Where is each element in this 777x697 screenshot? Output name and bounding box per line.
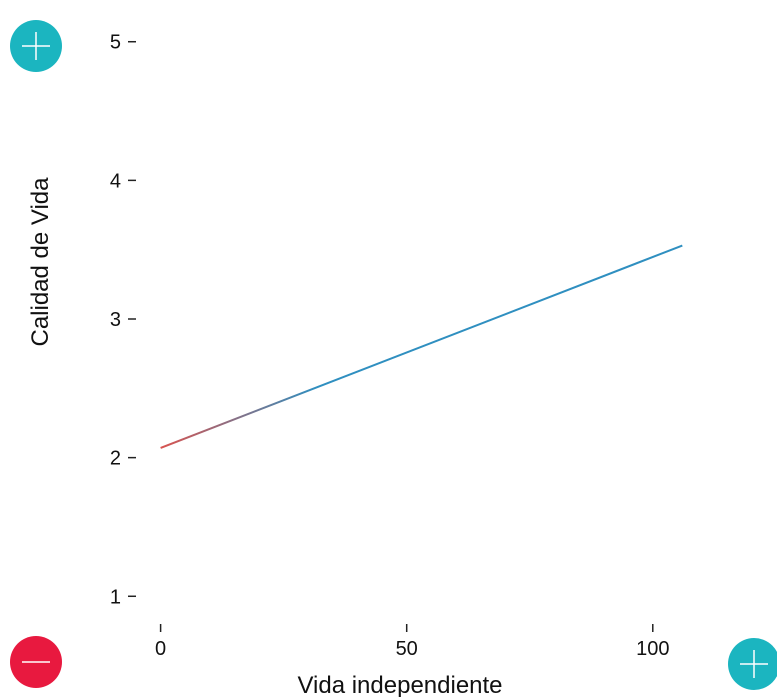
series-line bbox=[160, 244, 683, 449]
zoom-in-button-bottom[interactable] bbox=[728, 638, 777, 690]
y-axis-title: Calidad de Vida bbox=[27, 177, 54, 347]
plus-icon bbox=[22, 32, 50, 60]
plus-icon bbox=[740, 650, 768, 678]
x-ticks: 0 50 100 bbox=[155, 624, 669, 660]
x-tick-label: 0 bbox=[155, 638, 166, 660]
series-group bbox=[160, 244, 683, 449]
zoom-in-button-top[interactable] bbox=[10, 20, 62, 72]
y-tick-label: 3 bbox=[110, 309, 121, 331]
y-tick-label: 5 bbox=[110, 32, 121, 54]
x-tick-label: 100 bbox=[636, 638, 669, 660]
y-tick-label: 2 bbox=[110, 448, 121, 470]
x-axis-title: Vida independiente bbox=[297, 672, 502, 697]
y-tick-label: 4 bbox=[110, 170, 121, 192]
zoom-out-button[interactable] bbox=[10, 636, 62, 688]
y-ticks: 1 2 3 4 5 bbox=[110, 32, 136, 608]
x-tick-label: 50 bbox=[396, 638, 418, 660]
y-tick-label: 1 bbox=[110, 586, 121, 608]
